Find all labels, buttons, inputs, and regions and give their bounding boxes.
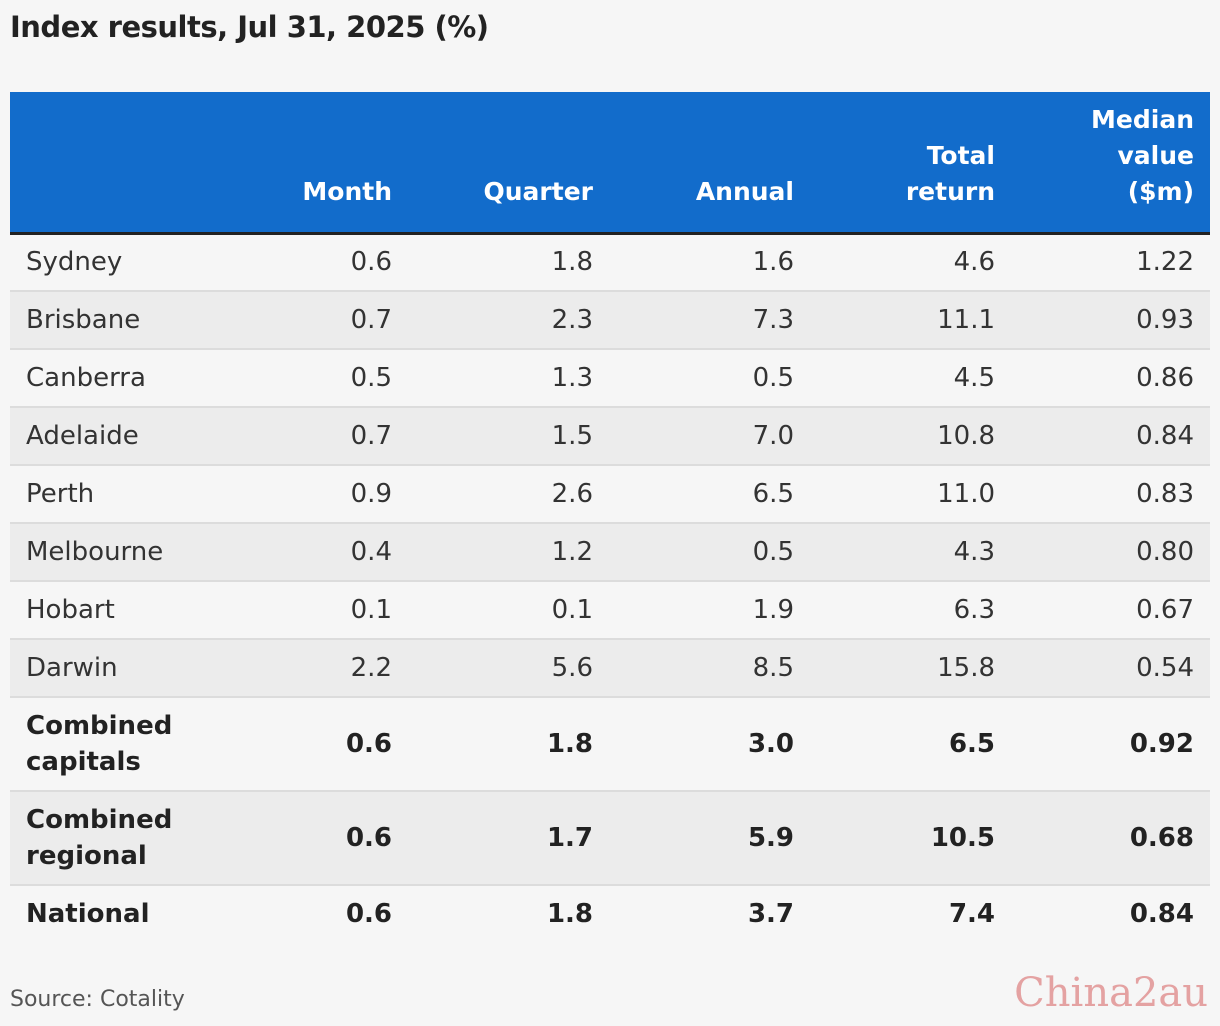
- table-cell: 10.5: [810, 791, 1011, 886]
- table-row: Combined regional 0.6 1.7 5.9 10.5 0.68: [10, 791, 1210, 886]
- table-cell: 3.7: [747, 898, 794, 929]
- table-cell: 7.0: [609, 407, 810, 466]
- table-row: Adelaide 0.7 1.5 7.0 10.8 0.84: [10, 407, 1210, 466]
- row-label: Darwin: [10, 639, 217, 698]
- table-cell: 0.1: [408, 581, 609, 640]
- row-label: Brisbane: [10, 291, 217, 350]
- table-cell: 1.22: [1011, 233, 1210, 292]
- table-cell: 15.8: [810, 639, 1011, 698]
- row-label: Melbourne: [10, 523, 217, 582]
- table-header-row: Month Quarter Annual Total return Median…: [10, 92, 1210, 233]
- header-annual: Annual: [695, 176, 794, 206]
- table-cell: 0.4: [217, 523, 408, 582]
- table-cell: 0.5: [609, 523, 810, 582]
- table-cell: 8.5: [609, 639, 810, 698]
- table-cell: 1.9: [609, 581, 810, 640]
- header-quarter: Quarter: [483, 176, 594, 206]
- source-note: Source: Cotality: [10, 987, 185, 1012]
- row-label: Combined capitals: [10, 697, 217, 792]
- row-label: National: [26, 898, 150, 929]
- chart-title: Index results, Jul 31, 2025 (%): [10, 10, 489, 44]
- header-median-value-label: Median value ($m): [1091, 104, 1194, 206]
- header-total-return-label: Total return: [905, 140, 995, 206]
- row-label: Sydney: [10, 233, 217, 292]
- header-median-value: Median value ($m): [1011, 92, 1210, 233]
- table-row: Hobart 0.1 0.1 1.9 6.3 0.67: [10, 581, 1210, 640]
- table-row: Canberra 0.5 1.3 0.5 4.5 0.86: [10, 349, 1210, 408]
- table-cell: 0.5: [609, 349, 810, 408]
- table-cell: 0.80: [1011, 523, 1210, 582]
- table-row: Brisbane 0.7 2.3 7.3 11.1 0.93: [10, 291, 1210, 350]
- table-cell: 7.4: [948, 898, 995, 929]
- header-total-return: Total return: [810, 92, 1011, 233]
- table-cell: 0.9: [217, 465, 408, 524]
- header-blank: [10, 92, 217, 233]
- table-row: Sydney 0.6 1.8 1.6 4.6 1.22: [10, 233, 1210, 292]
- table-cell: 10.8: [810, 407, 1011, 466]
- table-cell: 0.54: [1011, 639, 1210, 698]
- row-label: Hobart: [10, 581, 217, 640]
- table-cell: 4.6: [810, 233, 1011, 292]
- table-cell: 5.9: [609, 791, 810, 886]
- table-cell: 0.68: [1011, 791, 1210, 886]
- table-cell: 0.1: [217, 581, 408, 640]
- table-cell: 0.92: [1011, 697, 1210, 792]
- table-cell: 0.84: [1129, 898, 1194, 929]
- table-cell: 2.3: [408, 291, 609, 350]
- index-results-table: Month Quarter Annual Total return Median…: [10, 92, 1210, 941]
- row-label: Combined regional: [10, 791, 217, 886]
- table-cell: 0.84: [1011, 407, 1210, 466]
- table-cell: 1.8: [546, 898, 593, 929]
- table-cell: 7.3: [609, 291, 810, 350]
- table-cell: 1.2: [408, 523, 609, 582]
- table-row: Combined capitals 0.6 1.8 3.0 6.5 0.92: [10, 697, 1210, 792]
- table-cell: 1.6: [609, 233, 810, 292]
- table-cell: 1.8: [408, 233, 609, 292]
- table-cell: 0.67: [1011, 581, 1210, 640]
- table-cell: 0.6: [345, 898, 392, 929]
- table-cell: 0.83: [1011, 465, 1210, 524]
- row-label: Adelaide: [10, 407, 217, 466]
- table-row: Melbourne 0.4 1.2 0.5 4.3 0.80: [10, 523, 1210, 582]
- table-row: Darwin 2.2 5.6 8.5 15.8 0.54: [10, 639, 1210, 698]
- row-label: Canberra: [10, 349, 217, 408]
- table-cell: 1.8: [408, 697, 609, 792]
- table-cell: 2.2: [217, 639, 408, 698]
- watermark: China2au: [1014, 970, 1208, 1016]
- table-cell: 6.3: [810, 581, 1011, 640]
- row-label: Perth: [10, 465, 217, 524]
- table-cell: 6.5: [810, 697, 1011, 792]
- table-cell: 11.1: [810, 291, 1011, 350]
- table-cell: 0.7: [217, 407, 408, 466]
- table-cell: 3.0: [609, 697, 810, 792]
- table-cell: 5.6: [408, 639, 609, 698]
- table-cell: 1.5: [408, 407, 609, 466]
- header-month: Month: [302, 176, 392, 206]
- table-cell: 0.86: [1011, 349, 1210, 408]
- table-cell: 0.5: [217, 349, 408, 408]
- table-cell: 0.93: [1011, 291, 1210, 350]
- table-cell: 4.3: [810, 523, 1011, 582]
- table-cell: 0.7: [217, 291, 408, 350]
- table-cell: 6.5: [609, 465, 810, 524]
- table-row: Perth 0.9 2.6 6.5 11.0 0.83: [10, 465, 1210, 524]
- table-body: Sydney 0.6 1.8 1.6 4.6 1.22 Brisbane 0.7 2.3 7.3 1…: [10, 233, 1210, 941]
- table-cell: 4.5: [810, 349, 1011, 408]
- table-cell: 0.6: [217, 791, 408, 886]
- table-cell: 0.6: [217, 233, 408, 292]
- table-row: National 0.6 1.8 3.7 7.4 0.84: [10, 885, 1210, 941]
- table-cell: 0.6: [217, 697, 408, 792]
- table-cell: 1.7: [408, 791, 609, 886]
- table-cell: 1.3: [408, 349, 609, 408]
- table-cell: 11.0: [810, 465, 1011, 524]
- table-cell: 2.6: [408, 465, 609, 524]
